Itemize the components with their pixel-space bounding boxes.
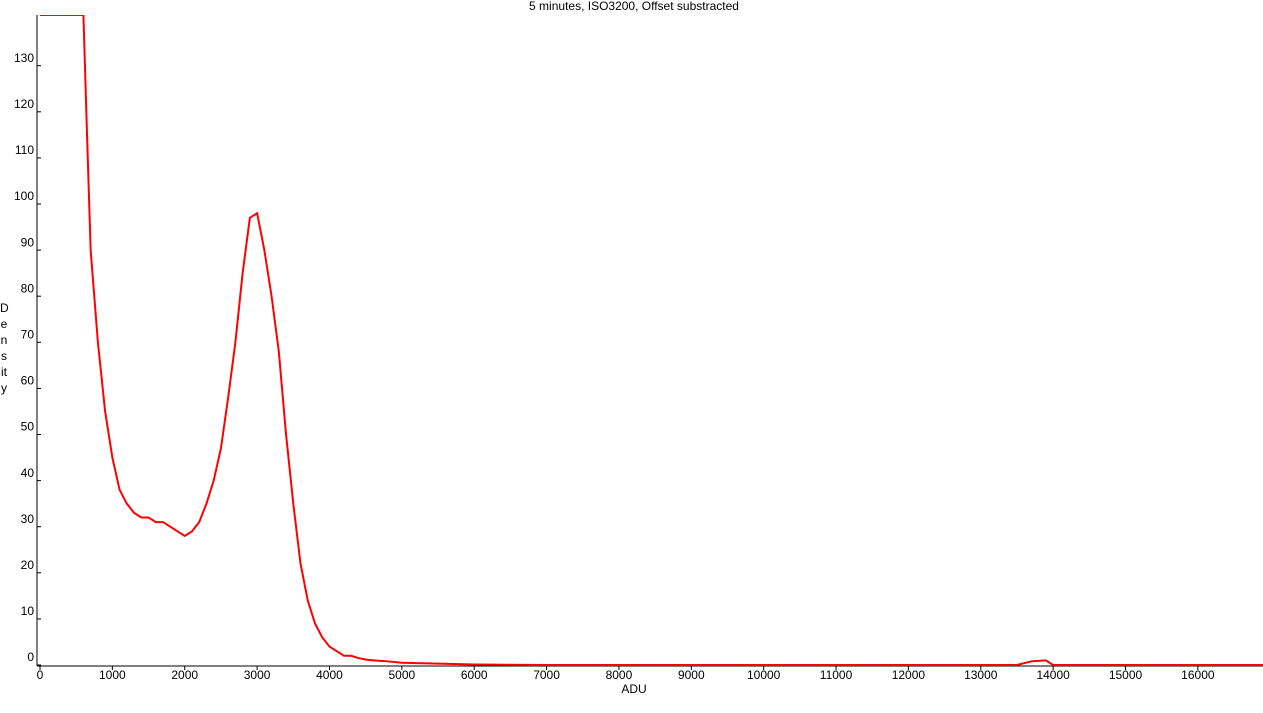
y-tick-label: 30 xyxy=(21,512,35,526)
x-tick-label: 15000 xyxy=(1109,668,1143,682)
x-tick-label: 2000 xyxy=(171,668,198,682)
y-tick-label: 120 xyxy=(14,97,34,111)
x-tick-label: 3000 xyxy=(244,668,271,682)
y-tick-label: 50 xyxy=(21,420,35,434)
x-tick-label: 13000 xyxy=(964,668,998,682)
y-axis-label: Density xyxy=(0,301,9,395)
y-tick-label: 40 xyxy=(21,466,35,480)
x-tick-label: 8000 xyxy=(606,668,633,682)
x-axis-label: ADU xyxy=(621,682,646,696)
y-tick-label: 20 xyxy=(21,558,35,572)
x-tick-label: 11000 xyxy=(820,668,853,682)
x-tick-label: 14000 xyxy=(1036,668,1070,682)
x-tick-label: 1000 xyxy=(99,668,126,682)
x-tick-label: 12000 xyxy=(892,668,926,682)
y-tick-label: 100 xyxy=(14,189,34,203)
x-tick-label: 9000 xyxy=(678,668,705,682)
x-tick-label: 0 xyxy=(37,668,44,682)
y-tick-label: 70 xyxy=(21,327,35,341)
x-tick-label: 5000 xyxy=(388,668,415,682)
x-tick-label: 4000 xyxy=(316,668,343,682)
x-tick-label: 7000 xyxy=(533,668,560,682)
y-tick-label: 90 xyxy=(21,235,35,249)
data-line xyxy=(40,15,1263,666)
y-tick-label: 80 xyxy=(21,281,35,295)
y-tick-label: 110 xyxy=(15,143,34,157)
x-tick-label: 10000 xyxy=(747,668,781,682)
x-tick-label: 16000 xyxy=(1181,668,1215,682)
x-tick-label: 6000 xyxy=(461,668,488,682)
y-tick-label: 130 xyxy=(14,51,34,65)
y-tick-label: 0 xyxy=(27,650,34,664)
y-tick-label: 60 xyxy=(21,374,35,388)
y-tick-label: 10 xyxy=(21,604,35,618)
chart-title: 5 minutes, ISO3200, Offset substracted xyxy=(529,0,739,13)
